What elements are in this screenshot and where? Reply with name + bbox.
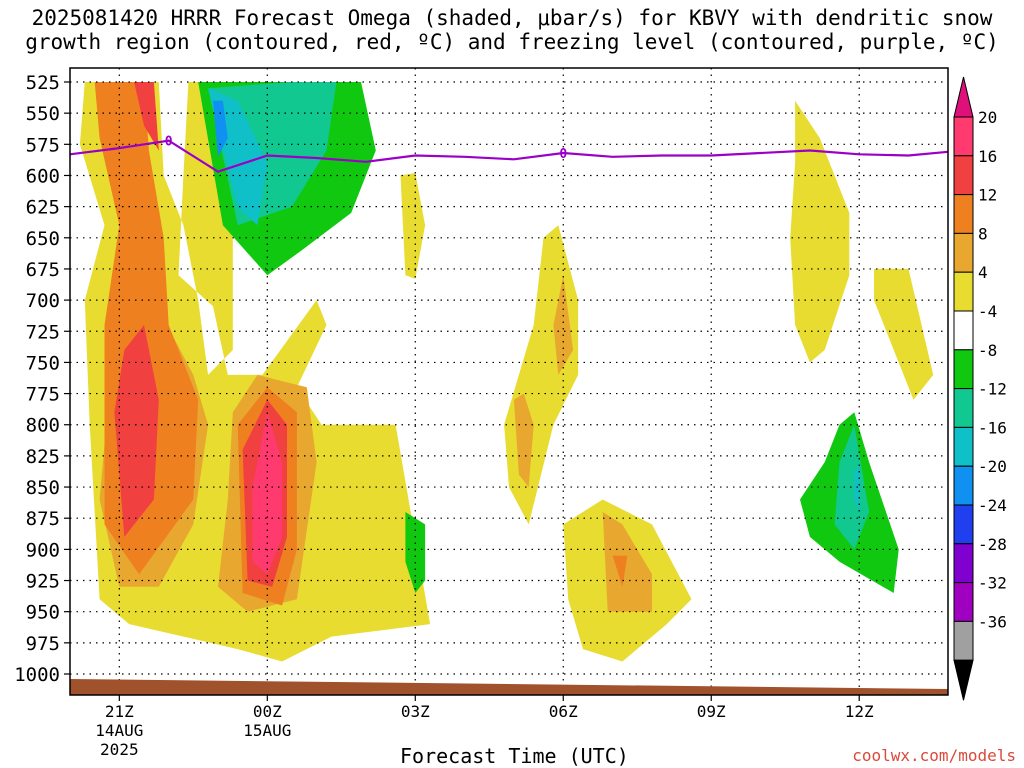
omega-region-5 <box>874 268 934 400</box>
omega-region-14 <box>612 555 628 587</box>
y-tick-label-825: 825 <box>26 446 60 468</box>
colorbar-label-11: -28 <box>978 535 1007 554</box>
y-tick-label-575: 575 <box>26 134 60 156</box>
colorbar-swatch-9 <box>953 465 974 506</box>
y-axis-ticks: 525 550 575 600 625 650 675 700 725 750 775 800 825 8… <box>14 72 70 686</box>
colorbar-swatch-1 <box>953 155 974 196</box>
colorbar-label-2: 12 <box>978 186 997 205</box>
y-tick-label-525: 525 <box>26 72 60 94</box>
omega-region-4 <box>790 100 850 363</box>
omega-region-25 <box>834 424 870 550</box>
omega-region-1 <box>400 173 426 279</box>
omega-region-2 <box>504 225 579 525</box>
y-tick-label-900: 900 <box>26 539 60 561</box>
colorbar-label-13: -36 <box>978 612 1007 631</box>
colorbar-swatch-8 <box>953 426 974 467</box>
x-tick-label-21Z: 21Z <box>105 702 134 721</box>
colorbar-top-arrow <box>953 76 974 118</box>
freezing-level-line <box>69 139 949 173</box>
omega-region-10 <box>602 512 652 612</box>
y-tick-label-550: 550 <box>26 103 60 125</box>
y-tick-label-750: 750 <box>26 352 60 374</box>
y-tick-label-775: 775 <box>26 384 60 406</box>
x-tick-label-06Z: 06Z <box>549 702 578 721</box>
y-tick-label-975: 975 <box>26 633 60 655</box>
x-axis-label: Forecast Time (UTC) <box>400 744 629 768</box>
colorbar-swatch-11 <box>953 543 974 584</box>
omega-region-16 <box>134 82 159 151</box>
x-tick-label-12Z: 12Z <box>845 702 874 721</box>
omega-region-9 <box>513 393 534 488</box>
freezing-level-label-1: 0 <box>559 147 567 162</box>
title-line-1: 2025081420 HRRR Forecast Omega (shaded, … <box>31 6 993 30</box>
colorbar-swatch-3 <box>953 232 974 273</box>
freezing-level-label-0: 0 <box>165 135 173 150</box>
colorbar-swatch-7 <box>953 388 974 428</box>
colorbar-swatch-0 <box>953 116 974 157</box>
grid-lines <box>70 68 948 695</box>
y-tick-label-725: 725 <box>26 321 60 343</box>
colorbar-label-9: -20 <box>978 457 1007 476</box>
colorbar-swatch-12 <box>953 582 974 622</box>
y-tick-label-1000: 1000 <box>14 664 60 686</box>
y-tick-label-850: 850 <box>26 477 60 499</box>
omega-region-22 <box>213 100 228 157</box>
colorbar-label-3: 8 <box>978 224 988 243</box>
omega-region-18 <box>252 412 283 575</box>
colorbar-swatch-6 <box>953 349 974 390</box>
omega-region-6 <box>346 487 366 625</box>
colorbar-swatch-13 <box>953 620 974 661</box>
y-tick-label-600: 600 <box>26 165 60 187</box>
x-tick-date-21Z: 14AUG <box>95 721 143 740</box>
x-tick-label-00Z: 00Z <box>253 702 282 721</box>
x-tick-label-09Z: 09Z <box>697 702 726 721</box>
omega-region-23 <box>405 512 426 593</box>
chart-title: 2025081420 HRRR Forecast Omega (shaded, … <box>0 6 1024 54</box>
colorbar: 20 16 12 8 4 -4 -8 -12 -16 -20 -24 -28 -32 -36 <box>953 76 1007 701</box>
x-tick-date-00Z: 15AUG <box>243 721 291 740</box>
colorbar-label-1: 16 <box>978 147 997 166</box>
x-tick-year-21Z: 2025 <box>100 740 139 759</box>
colorbar-swatch-5 <box>953 310 974 351</box>
y-tick-label-800: 800 <box>26 415 60 437</box>
y-tick-label-925: 925 <box>26 571 60 593</box>
colorbar-label-6: -8 <box>978 341 997 360</box>
y-tick-label-675: 675 <box>26 259 60 281</box>
omega-region-11 <box>553 275 574 375</box>
colorbar-swatch-10 <box>953 504 974 545</box>
colorbar-label-10: -24 <box>978 496 1007 515</box>
colorbar-label-5: -4 <box>978 302 997 321</box>
ground-shading <box>70 679 948 695</box>
colorbar-bottom-arrow <box>953 659 974 701</box>
colorbar-label-4: 4 <box>978 263 988 282</box>
colorbar-label-12: -32 <box>978 574 1007 593</box>
y-tick-label-650: 650 <box>26 228 60 250</box>
colorbar-label-8: -16 <box>978 418 1007 437</box>
freezing-level-contour: 00 <box>69 135 949 173</box>
y-tick-label-875: 875 <box>26 508 60 530</box>
y-tick-label-625: 625 <box>26 197 60 219</box>
colorbar-label-7: -12 <box>978 380 1007 399</box>
colorbar-swatch-2 <box>953 194 974 234</box>
colorbar-swatch-4 <box>953 271 974 312</box>
site-credit: coolwx.com/models <box>852 746 1016 765</box>
plot-frame <box>69 67 949 696</box>
omega-shading <box>79 82 934 662</box>
x-tick-label-03Z: 03Z <box>401 702 430 721</box>
y-tick-label-950: 950 <box>26 602 60 624</box>
omega-region-15 <box>114 325 159 537</box>
title-line-2: growth region (contoured, red, ºC) and f… <box>25 30 999 54</box>
y-tick-label-700: 700 <box>26 290 60 312</box>
colorbar-label-0: 20 <box>978 108 997 127</box>
